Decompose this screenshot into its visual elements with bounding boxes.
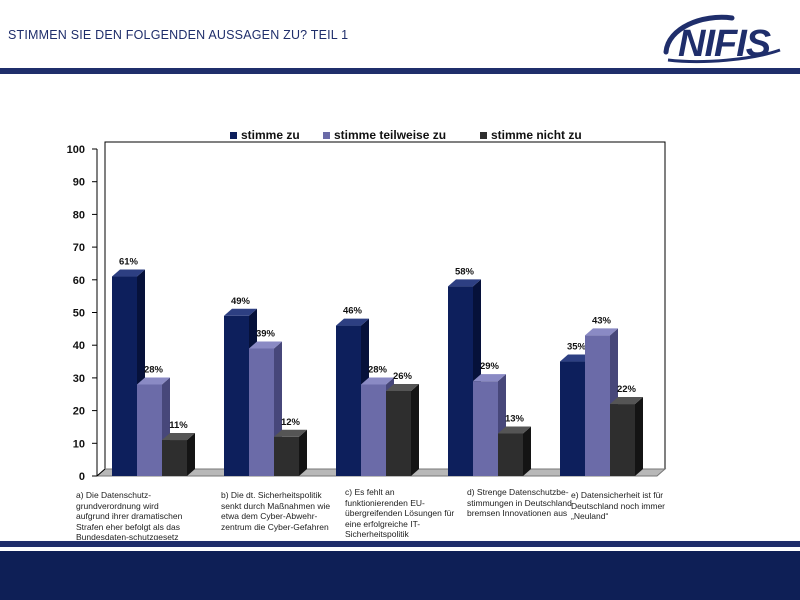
bar — [336, 325, 361, 476]
nifis-logo: NIFIS — [663, 14, 781, 64]
y-tick-label: 70 — [73, 242, 85, 254]
bar-top — [137, 377, 170, 385]
legend-label: stimme nicht zu — [491, 128, 582, 142]
header-divider — [0, 68, 800, 74]
bar-top — [162, 433, 195, 441]
bar-top — [112, 269, 145, 277]
bar-top — [336, 318, 369, 326]
category-label: e) Datensicherheit ist für Deutschland n… — [571, 490, 666, 521]
y-tick-label: 0 — [79, 471, 85, 483]
data-label: 13% — [505, 413, 525, 424]
bar — [249, 348, 274, 476]
category-label: c) Es fehlt an funktionierenden EU-überg… — [345, 487, 455, 539]
bar-side — [411, 383, 419, 476]
bar-side — [187, 433, 195, 476]
bar-top — [585, 328, 618, 336]
bar-side — [635, 397, 643, 476]
bar-top — [448, 279, 481, 287]
y-tick-label: 100 — [67, 144, 85, 156]
data-label: 61% — [119, 257, 139, 268]
category-label: d) Strenge Datenschutzbe-stimmungen in D… — [467, 487, 572, 518]
legend-swatch — [230, 132, 237, 139]
svg-text:NIFIS: NIFIS — [678, 23, 771, 64]
y-tick-label: 40 — [73, 340, 85, 352]
data-label: 28% — [144, 364, 164, 375]
data-label: 26% — [393, 371, 413, 382]
bar — [610, 404, 635, 476]
bar-side — [299, 429, 307, 476]
footer-band — [0, 551, 800, 600]
bar — [473, 381, 498, 476]
bar — [585, 335, 610, 476]
legend-swatch — [480, 132, 487, 139]
data-label: 39% — [256, 328, 276, 339]
bar-top — [473, 374, 506, 382]
bar-top — [224, 308, 257, 316]
data-label: 11% — [169, 420, 188, 431]
legend-swatch — [323, 132, 330, 139]
y-axis-depth-line — [96, 468, 106, 477]
bar-top — [249, 341, 282, 349]
y-tick-label: 10 — [73, 438, 85, 450]
bar — [498, 433, 523, 476]
y-tick-label: 30 — [73, 373, 85, 385]
bar — [112, 276, 137, 476]
bar-top — [498, 426, 531, 434]
data-label: 28% — [368, 364, 388, 375]
bar-top — [560, 354, 593, 362]
bar — [224, 315, 249, 476]
chart-canvas: 0 10 20 30 40 50 60 70 80 90 100 stimme zu stimme te… — [67, 128, 667, 483]
bar — [361, 384, 386, 476]
data-label: 35% — [567, 342, 587, 353]
data-label: 46% — [343, 306, 363, 317]
bar — [560, 361, 585, 476]
y-tick-label: 90 — [73, 177, 85, 189]
bar — [137, 384, 162, 476]
data-label: 12% — [281, 417, 301, 428]
y-tick-label: 20 — [73, 406, 85, 418]
bar-chart: 0 10 20 30 40 50 60 70 80 90 100 stimme zu stimme te… — [0, 80, 800, 540]
bar-side — [523, 426, 531, 476]
bar — [162, 440, 187, 476]
data-label: 58% — [455, 266, 475, 277]
data-label: 29% — [480, 361, 500, 372]
bar-top — [386, 383, 419, 391]
y-tick-label: 50 — [73, 308, 85, 320]
footer-divider — [0, 541, 800, 547]
category-label: b) Die dt. Sicherheitspolitik senkt durc… — [221, 490, 331, 532]
data-label: 43% — [592, 315, 612, 326]
data-label: 22% — [617, 384, 637, 395]
bar — [448, 286, 473, 476]
bar — [386, 390, 411, 476]
bar — [274, 436, 299, 476]
category-label: a) Die Datenschutz-grundverordnung wird … — [76, 490, 183, 540]
bar-top — [610, 397, 643, 405]
bar-top — [361, 377, 394, 385]
legend-label: stimme zu — [241, 128, 300, 142]
y-tick-label: 60 — [73, 275, 85, 287]
page-title: STIMMEN SIE DEN FOLGENDEN AUSSAGEN ZU? T… — [8, 28, 349, 42]
data-label: 49% — [231, 296, 251, 307]
y-tick-label: 80 — [73, 209, 85, 221]
bar-top — [274, 429, 307, 437]
legend-label: stimme teilweise zu — [334, 128, 446, 142]
